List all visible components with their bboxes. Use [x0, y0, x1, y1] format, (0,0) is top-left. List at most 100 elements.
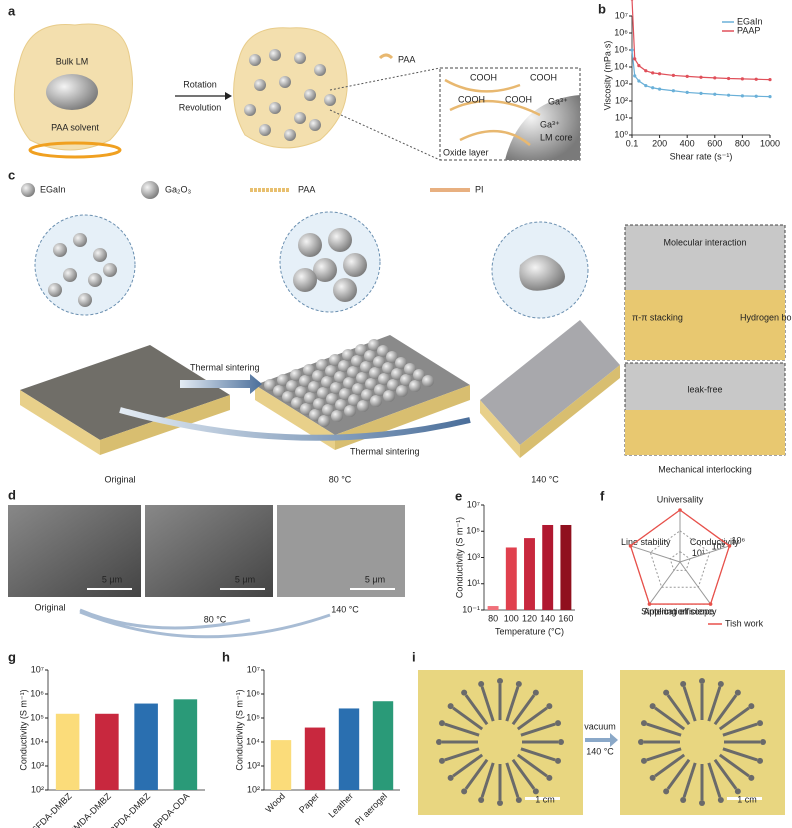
ball	[244, 104, 256, 116]
ball	[63, 268, 77, 282]
ball	[269, 49, 281, 61]
category-label: Application scope	[644, 607, 715, 617]
label: Bulk LM	[56, 56, 89, 66]
y-tick-label: 10¹	[467, 578, 480, 588]
trace	[516, 753, 548, 778]
label: Revolution	[179, 102, 222, 112]
scale-bar	[727, 797, 762, 800]
trace	[654, 706, 686, 731]
x-tick-label: 6FDA-DMBZ	[30, 791, 74, 828]
pad	[757, 757, 764, 764]
x-tick-label: 600	[707, 138, 722, 148]
ball	[264, 379, 276, 391]
trace	[452, 753, 484, 778]
bar	[55, 713, 80, 790]
ball	[404, 363, 416, 375]
pad	[717, 797, 724, 804]
ball	[312, 370, 324, 382]
scale-bar	[220, 588, 265, 590]
ball	[73, 233, 87, 247]
point	[685, 74, 689, 78]
ball	[259, 124, 271, 136]
ball	[347, 366, 359, 378]
pad	[546, 774, 553, 781]
label: 140 °C	[531, 474, 559, 484]
ball	[313, 258, 337, 282]
ball	[282, 391, 294, 403]
trace	[722, 747, 758, 762]
ball	[53, 243, 67, 257]
ball	[273, 385, 285, 397]
pad	[532, 788, 539, 795]
ball	[343, 253, 367, 277]
scale-bar	[525, 797, 560, 800]
point	[768, 95, 772, 99]
pad	[699, 800, 705, 806]
pad	[717, 680, 724, 687]
label: Original	[104, 474, 135, 484]
trace	[511, 694, 536, 726]
ball	[325, 365, 337, 377]
ball	[298, 233, 322, 257]
trace	[682, 762, 697, 798]
point	[678, 508, 682, 512]
pad	[532, 689, 539, 696]
legend-label: Tish work	[725, 618, 764, 628]
pad	[649, 774, 656, 781]
y-tick-label: 10³	[615, 78, 628, 88]
point	[671, 73, 675, 78]
point	[647, 602, 652, 606]
pad	[663, 788, 670, 795]
trace	[511, 758, 536, 790]
ball	[373, 356, 385, 368]
y-tick-label: 10⁷	[467, 499, 480, 509]
y-tick-label: 10¹	[615, 112, 628, 122]
y-tick-label: 10³	[467, 552, 480, 562]
ball	[304, 89, 316, 101]
bar	[338, 708, 360, 790]
pad	[555, 757, 562, 764]
ball	[318, 415, 330, 427]
y-tick-label: 10³	[247, 760, 260, 770]
ball	[279, 76, 291, 88]
ball	[339, 388, 351, 400]
point	[630, 0, 634, 1]
ball	[78, 293, 92, 307]
label: COOH	[505, 94, 532, 104]
panel-letter: d	[8, 487, 16, 502]
legend-label: EGaIn	[737, 16, 763, 26]
pad	[734, 689, 741, 696]
spoke	[630, 545, 681, 563]
trace	[718, 706, 750, 731]
y-tick-label: 10⁵	[246, 712, 260, 722]
y-axis-label: Viscosity (mPa·s)	[602, 41, 612, 111]
ball	[284, 129, 296, 141]
trace	[464, 694, 489, 726]
x-tick-label: 200	[652, 138, 667, 148]
pad	[461, 788, 468, 795]
pad	[640, 720, 647, 727]
label: PAA	[298, 184, 315, 194]
ball	[370, 395, 382, 407]
label: 140 °C	[586, 746, 614, 756]
ball	[309, 119, 321, 131]
ball	[326, 393, 338, 405]
point	[713, 92, 717, 96]
y-tick-label: 10⁵	[614, 44, 628, 54]
y-tick-label: 10⁶	[30, 688, 44, 698]
radar-line	[629, 509, 731, 605]
trace	[654, 753, 686, 778]
y-tick-label: 10⁶	[614, 27, 628, 37]
panel-letter: g	[8, 649, 16, 664]
label: EGaIn	[40, 184, 66, 194]
pad	[515, 797, 522, 804]
trace	[722, 722, 758, 737]
trace	[520, 722, 556, 737]
label: 5 μm	[102, 574, 122, 584]
label: Thermal sintering	[350, 446, 420, 456]
ball	[361, 389, 373, 401]
pad	[748, 703, 755, 710]
pad	[680, 797, 687, 804]
ball	[316, 359, 328, 371]
